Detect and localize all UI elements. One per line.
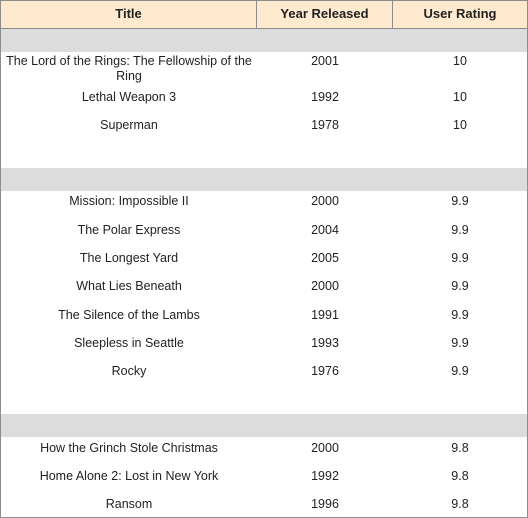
cell-title: The Polar Express — [77, 223, 181, 237]
cell-year: 2001 — [311, 54, 339, 68]
cell-rating: 9.8 — [451, 441, 469, 455]
table-row: Rocky 1976 9.9 — [1, 364, 527, 379]
table-row: Sleepless in Seattle 1993 9.9 — [1, 336, 527, 351]
cell-rating: 9.8 — [451, 497, 469, 511]
cell-title: The Lord of the Rings: The Fellowship of… — [6, 54, 252, 83]
table-row: The Longest Yard 2005 9.9 — [1, 251, 527, 266]
table-row: Ransom 1996 9.8 — [1, 497, 527, 512]
table-row: What Lies Beneath 2000 9.9 — [1, 279, 527, 294]
cell-year: 1991 — [311, 308, 339, 322]
group-separator — [1, 29, 527, 52]
cell-year: 2004 — [311, 223, 339, 237]
column-header-year[interactable]: Year Released — [257, 1, 393, 28]
table-row: Lethal Weapon 3 1992 10 — [1, 90, 527, 105]
column-header-rating[interactable]: User Rating — [423, 6, 497, 21]
table-row: The Polar Express 2004 9.9 — [1, 223, 527, 238]
cell-year: 1993 — [311, 336, 339, 350]
cell-rating: 9.9 — [451, 194, 469, 208]
cell-title: Lethal Weapon 3 — [81, 90, 177, 104]
cell-title: Sleepless in Seattle — [74, 336, 184, 350]
cell-title: How the Grinch Stole Christmas — [40, 441, 218, 455]
cell-title: The Silence of the Lambs — [58, 308, 200, 322]
table-row: How the Grinch Stole Christmas 2000 9.8 — [1, 441, 527, 456]
cell-year: 1976 — [311, 364, 339, 378]
cell-rating: 9.9 — [451, 336, 469, 350]
cell-rating: 9.9 — [451, 279, 469, 293]
group-separator — [1, 168, 527, 191]
cell-year: 2005 — [311, 251, 339, 265]
table-row: Mission: Impossible II 2000 9.9 — [1, 194, 527, 209]
cell-rating: 9.8 — [451, 469, 469, 483]
cell-year: 1978 — [311, 118, 339, 132]
cell-year: 1992 — [311, 90, 339, 104]
cell-year: 2000 — [311, 279, 339, 293]
group-separator — [1, 414, 527, 437]
column-header-title[interactable]: Title — [1, 1, 257, 28]
table-row: Superman 1978 10 — [1, 118, 527, 133]
cell-title: Ransom — [105, 497, 153, 511]
cell-rating: 10 — [453, 90, 467, 104]
cell-title: Rocky — [111, 364, 147, 378]
cell-year: 2000 — [311, 194, 339, 208]
cell-year: 1996 — [311, 497, 339, 511]
cell-rating: 9.9 — [451, 364, 469, 378]
cell-title: What Lies Beneath — [76, 279, 182, 293]
cell-rating: 10 — [453, 54, 467, 68]
cell-year: 1992 — [311, 469, 339, 483]
cell-title: Mission: Impossible II — [69, 194, 189, 208]
cell-rating: 10 — [453, 118, 467, 132]
table-row: The Silence of the Lambs 1991 9.9 — [1, 308, 527, 323]
table-row: The Lord of the Rings: The Fellowship of… — [1, 54, 527, 84]
cell-year: 2000 — [311, 441, 339, 455]
cell-rating: 9.9 — [451, 251, 469, 265]
cell-rating: 9.9 — [451, 308, 469, 322]
cell-title: The Longest Yard — [79, 251, 179, 265]
table-header: Title Year Released User Rating — [1, 1, 527, 29]
cell-rating: 9.9 — [451, 223, 469, 237]
table-row: Home Alone 2: Lost in New York 1992 9.8 — [1, 469, 527, 484]
cell-title: Superman — [100, 118, 158, 132]
cell-title: Home Alone 2: Lost in New York — [39, 469, 219, 483]
